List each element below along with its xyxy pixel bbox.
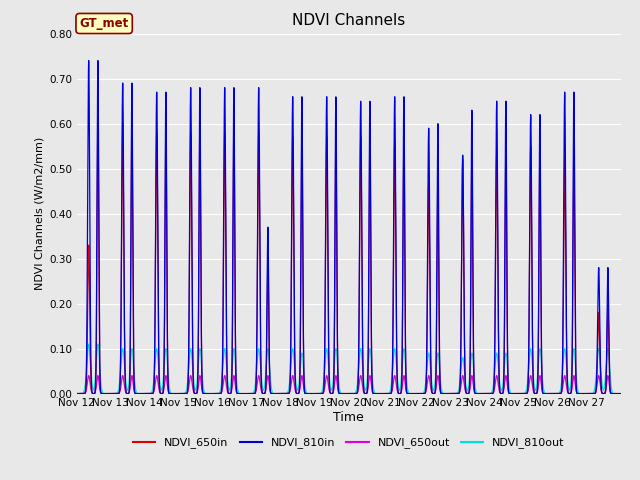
Text: GT_met: GT_met [79,17,129,30]
X-axis label: Time: Time [333,411,364,424]
Title: NDVI Channels: NDVI Channels [292,13,405,28]
Legend: NDVI_650in, NDVI_810in, NDVI_650out, NDVI_810out: NDVI_650in, NDVI_810in, NDVI_650out, NDV… [129,433,569,453]
Y-axis label: NDVI Channels (W/m2/mm): NDVI Channels (W/m2/mm) [35,137,45,290]
